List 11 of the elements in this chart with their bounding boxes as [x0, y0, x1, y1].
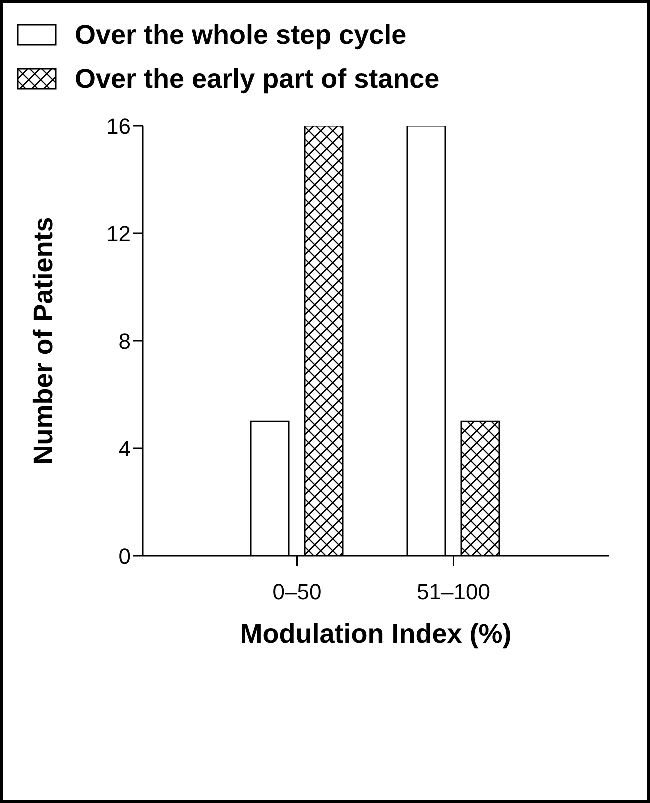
- x-tick-label: 0–50: [272, 580, 322, 605]
- y-tick-label: 0: [118, 544, 131, 569]
- x-axis-title: Modulation Index (%): [240, 619, 512, 649]
- legend-label: Over the early part of stance: [75, 64, 440, 94]
- x-tick-label: 51–100: [417, 580, 490, 605]
- legend-label: Over the whole step cycle: [75, 20, 407, 50]
- y-tick-label: 4: [118, 436, 131, 462]
- y-tick-label: 8: [118, 328, 131, 354]
- y-tick-label: 16: [106, 114, 131, 139]
- y-tick-label: 12: [106, 221, 131, 246]
- y-axis-title: Number of Patients: [28, 217, 59, 465]
